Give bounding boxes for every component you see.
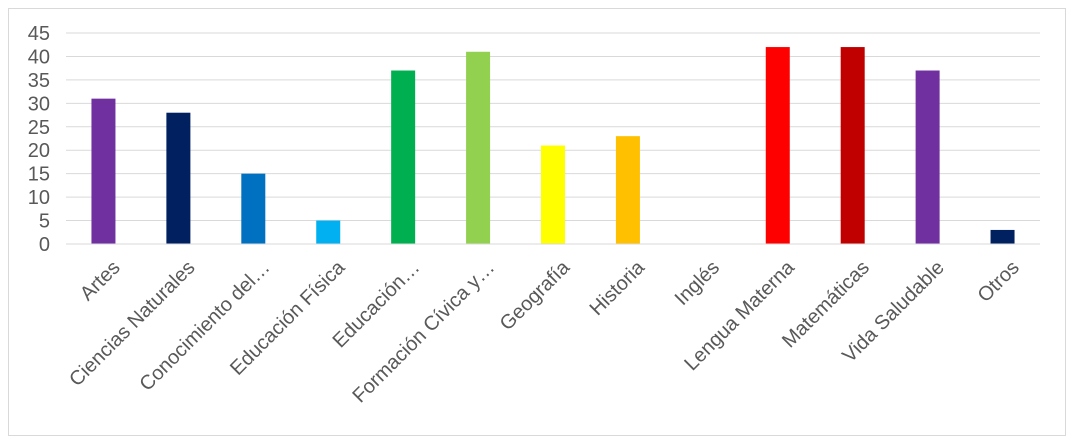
x-tick-label: Conocimiento del…	[135, 257, 274, 396]
y-tick-label: 40	[28, 46, 50, 68]
bar-1	[166, 112, 191, 244]
bar-12	[990, 229, 1015, 244]
bar-2	[241, 173, 266, 244]
x-tick-label: Historia	[586, 256, 650, 320]
y-tick-label: 0	[39, 234, 50, 256]
x-tick-label: Formación Cívica y…	[349, 257, 500, 408]
bar-10	[840, 47, 865, 244]
y-tick-label: 30	[28, 93, 50, 115]
x-tick-label: Geografía	[496, 256, 575, 335]
bar-5	[466, 51, 491, 244]
y-tick-label: 35	[28, 70, 50, 92]
bar-7	[615, 136, 640, 244]
bar-3	[316, 220, 341, 244]
bar-4	[391, 70, 416, 244]
x-tick-label: Artes	[76, 257, 125, 306]
bars	[91, 47, 1015, 245]
y-tick-label: 5	[39, 211, 50, 233]
x-tick-label: Otros	[974, 257, 1024, 307]
x-tick-label: Ciencias Naturales	[65, 257, 199, 391]
y-tick-label: 15	[28, 164, 50, 186]
y-tick-label: 45	[28, 23, 50, 45]
bar-11	[915, 70, 940, 244]
bar-9	[765, 47, 790, 244]
x-tick-label: Inglés	[671, 257, 724, 310]
y-tick-label: 10	[28, 187, 50, 209]
y-tick-label: 20	[28, 140, 50, 162]
bar-0	[91, 98, 116, 245]
gridlines	[66, 32, 1040, 222]
bar-6	[541, 145, 565, 244]
y-tick-label: 25	[28, 117, 50, 139]
